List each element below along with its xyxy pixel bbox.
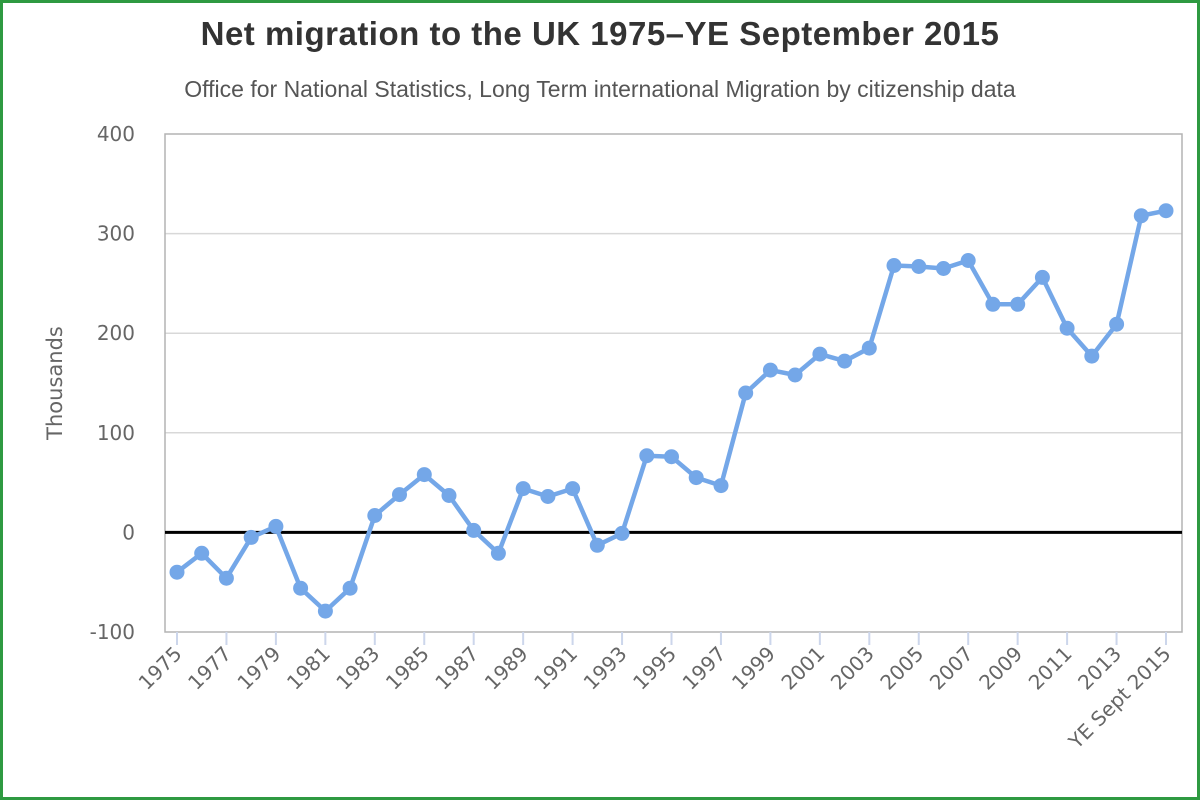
x-tick-label: 1987 [430,642,483,695]
x-tick-label: 1975 [134,642,187,695]
data-point[interactable] [614,525,630,541]
data-point[interactable] [837,353,853,369]
data-point[interactable] [1059,320,1075,336]
series-line [174,208,1169,614]
y-tick-label: 100 [97,421,135,445]
x-tick-label: 2007 [925,642,978,695]
data-point[interactable] [589,537,605,553]
data-point[interactable] [861,340,877,356]
x-tick-label: 1985 [381,642,434,695]
data-point[interactable] [985,296,1001,312]
y-tick-label: 200 [97,321,135,345]
data-point[interactable] [936,261,951,276]
data-point[interactable] [342,580,358,596]
data-point[interactable] [1109,316,1125,332]
y-tick-label: -100 [90,620,135,644]
data-point[interactable] [540,489,556,504]
x-tick-label: 2005 [875,642,928,695]
chart-title: Net migration to the UK 1975–YE Septembe… [200,15,1000,52]
data-point[interactable] [565,481,581,497]
data-point[interactable] [1010,296,1026,312]
data-point[interactable] [490,545,506,561]
data-point[interactable] [960,253,976,268]
net-migration-line-chart: 1975197719791981198319851987198919911993… [90,122,1183,754]
data-point[interactable] [293,580,309,596]
y-tick-label: 300 [97,222,135,246]
x-tick-label: 1979 [232,642,285,695]
x-tick-label: 1977 [183,642,236,695]
x-tick-label: 2011 [1024,642,1077,695]
data-point[interactable] [1084,348,1100,364]
data-point[interactable] [194,545,210,561]
data-point[interactable] [515,481,531,497]
data-point[interactable] [392,487,407,503]
data-point[interactable] [317,603,333,619]
x-tick-label: 1983 [331,642,384,695]
data-point[interactable] [787,367,803,383]
x-tick-label: 1981 [282,642,335,695]
data-point[interactable] [218,570,234,586]
data-point[interactable] [812,346,828,362]
data-point[interactable] [1158,203,1174,219]
data-point[interactable] [762,362,778,378]
plot-border [164,133,1183,633]
data-point[interactable] [688,470,704,486]
data-point[interactable] [441,488,457,503]
x-tick-label: 1989 [480,642,533,695]
y-tick-label: 400 [97,122,135,146]
data-point[interactable] [416,467,432,483]
data-point[interactable] [243,529,259,545]
y-tick-label: 0 [122,520,135,544]
data-point[interactable] [169,564,185,580]
data-point[interactable] [713,478,729,494]
x-tick-label: 1995 [628,642,681,695]
x-tick-label: 2009 [974,642,1027,695]
data-point[interactable] [268,518,284,534]
data-point[interactable] [466,522,482,538]
chart-subtitle: Office for National Statistics, Long Ter… [184,76,1016,102]
x-tick-label: 2003 [826,642,879,695]
data-point[interactable] [664,449,679,465]
x-tick-label: 1997 [678,642,731,695]
data-point[interactable] [911,259,927,274]
x-tick-label: 1993 [579,642,632,695]
x-tick-label: 1999 [727,642,780,695]
data-point[interactable] [639,448,655,464]
data-point[interactable] [1034,269,1050,285]
x-tick-label: 1991 [529,642,582,695]
data-point[interactable] [1133,208,1149,224]
x-tick-label: 2001 [776,642,829,695]
data-point[interactable] [367,508,383,523]
data-point[interactable] [738,385,754,401]
data-point[interactable] [886,258,902,273]
